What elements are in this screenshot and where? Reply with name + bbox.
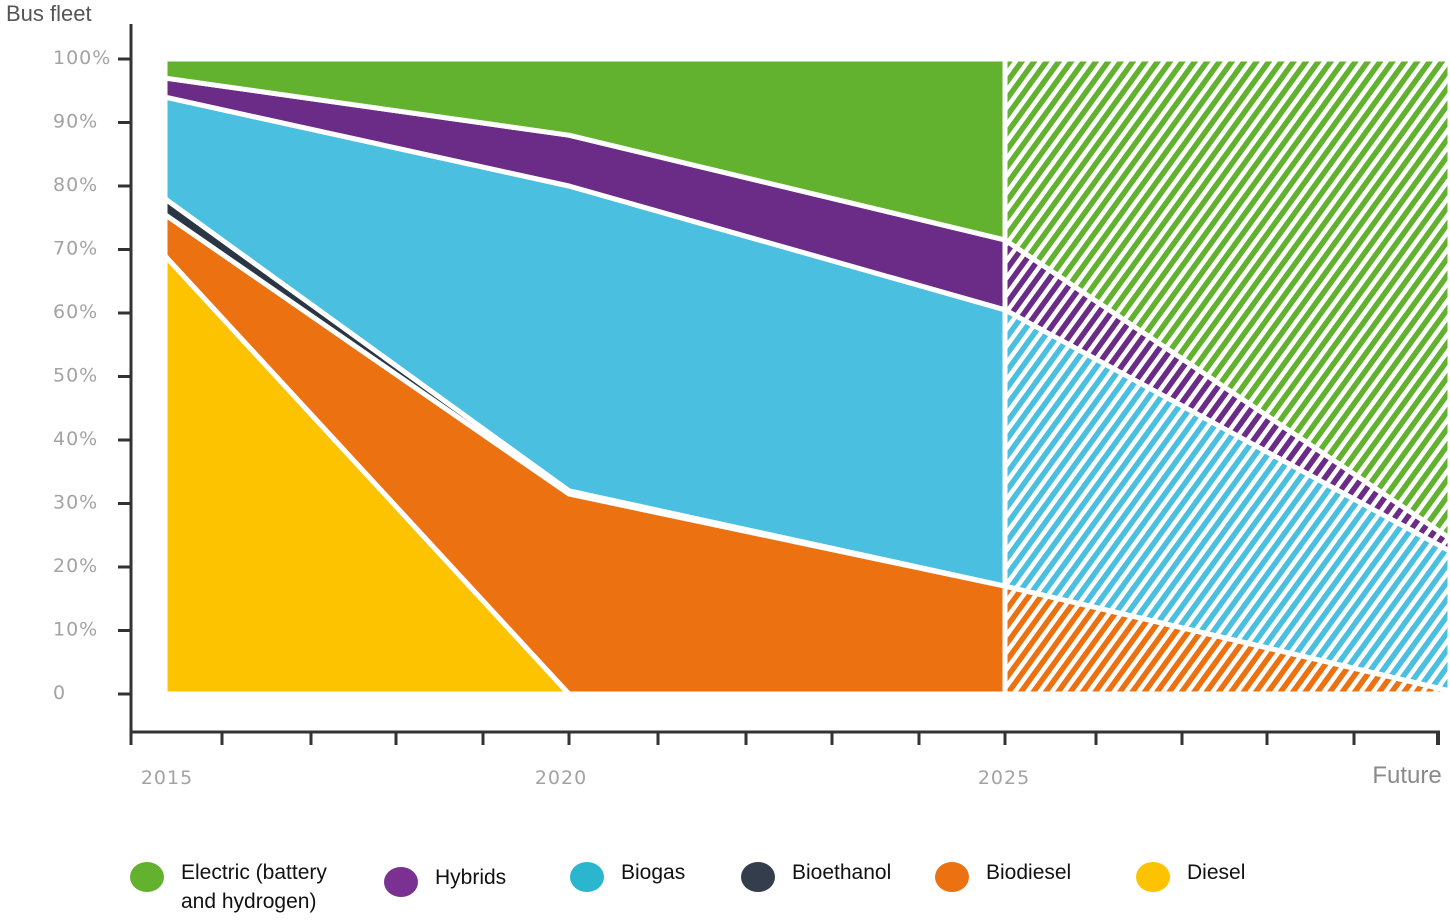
x-tick-label: 2025 xyxy=(978,767,1030,789)
y-tick-label: 10% xyxy=(53,619,98,641)
legend-swatch xyxy=(384,867,418,897)
chart-labels: 0 10% 20% 30% 40% 50% 60% 70% 80% 90% 100% 2015 2020… xyxy=(53,47,1442,789)
y-axis-title: Bus fleet xyxy=(6,1,92,26)
x-tick-label: 2020 xyxy=(535,767,587,789)
y-tick-label: 20% xyxy=(53,555,98,577)
legend-item: Biogas xyxy=(570,858,685,892)
x-tick-label: Future xyxy=(1372,762,1441,789)
legend-item: Hybrids xyxy=(384,863,506,897)
legend-swatch xyxy=(570,862,604,892)
legend-swatch xyxy=(741,862,775,892)
legend-item: Biodiesel xyxy=(935,858,1071,892)
y-tick-label: 70% xyxy=(53,238,98,260)
legend: Electric (battery and hydrogen) Hybrids Bi… xyxy=(0,858,1450,921)
legend-swatch xyxy=(1136,862,1170,892)
legend-swatch xyxy=(935,862,969,892)
x-tick-label: 2015 xyxy=(141,767,193,789)
legend-item: Bioethanol xyxy=(741,858,891,892)
y-tick-label: 0 xyxy=(53,682,66,704)
legend-item: Electric (battery and hydrogen) xyxy=(130,858,327,916)
legend-label: Hybrids xyxy=(435,866,507,889)
legend-swatch xyxy=(130,862,164,892)
chart-areas xyxy=(162,56,1450,697)
legend-label: Biogas xyxy=(621,861,686,884)
y-tick-label: 40% xyxy=(53,428,98,450)
y-tick-label: 100% xyxy=(53,47,111,69)
legend-item: Diesel xyxy=(1136,858,1245,892)
legend-label: Electric (battery and hydrogen) xyxy=(181,861,327,913)
legend-label: Diesel xyxy=(1187,861,1246,884)
y-tick-label: 80% xyxy=(53,174,98,196)
legend-label: Biodiesel xyxy=(986,861,1072,884)
chart-axes xyxy=(118,24,1440,745)
y-tick-label: 90% xyxy=(53,111,98,133)
legend-label: Bioethanol xyxy=(792,861,892,884)
y-tick-label: 50% xyxy=(53,365,98,387)
y-tick-label: 30% xyxy=(53,492,98,514)
y-tick-label: 60% xyxy=(53,301,98,323)
